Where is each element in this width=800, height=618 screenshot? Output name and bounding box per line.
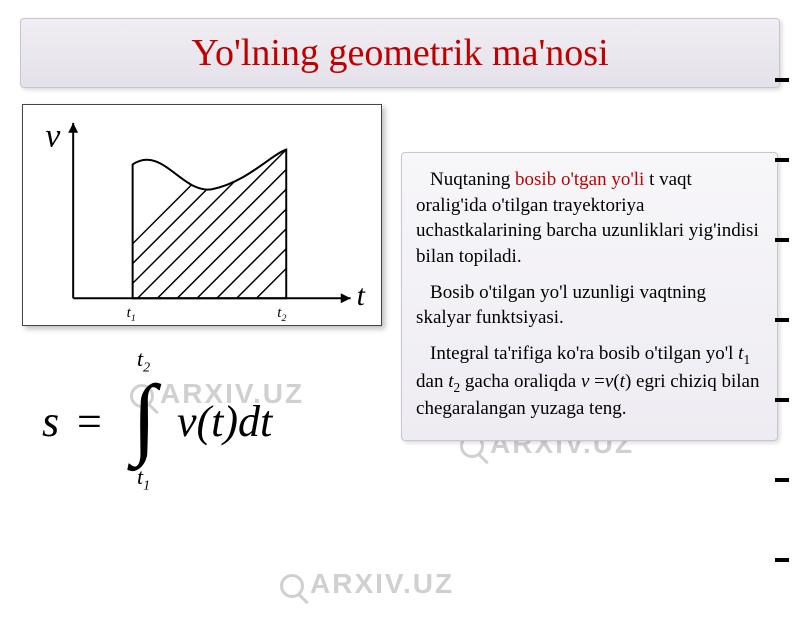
- binding-dots: [772, 18, 792, 618]
- integral-sign: ∫: [132, 366, 157, 469]
- graph-svg: v t t1 t2: [23, 105, 381, 325]
- formula-eq: =: [77, 396, 102, 447]
- hatch-lines: [63, 125, 381, 313]
- formula-s: s: [42, 396, 59, 447]
- t2-label: t2: [277, 305, 286, 324]
- y-axis-label: v: [45, 118, 60, 155]
- t1-label: t1: [127, 305, 136, 324]
- watermark: ARXIV.UZ: [280, 568, 454, 600]
- formula-body: v(t)dt: [177, 396, 272, 447]
- explanation-text: Nuqtaning bosib o'tgan yo'li t vaqt oral…: [401, 152, 778, 441]
- para-1: Nuqtaning bosib o'tgan yo'li t vaqt oral…: [416, 167, 763, 270]
- page-title: Yo'lning geometrik ma'nosi: [21, 31, 779, 75]
- para-2: Bosib o'tilgan yo'l uzunligi vaqtning sk…: [416, 280, 763, 331]
- formula-lower-limit: t1: [137, 464, 150, 494]
- velocity-time-graph: v t t1 t2: [22, 104, 382, 326]
- title-bar: Yo'lning geometrik ma'nosi: [20, 18, 780, 88]
- para-3: Integral ta'rifiga ko'ra bosib o'tilgan …: [416, 341, 763, 422]
- x-axis-label: t: [357, 280, 366, 312]
- integral-formula: s = t2 ∫ t1 v(t)dt: [22, 346, 389, 496]
